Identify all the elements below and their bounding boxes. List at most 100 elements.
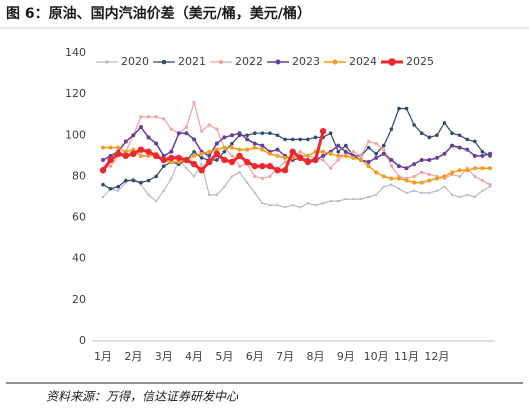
data-point — [419, 180, 424, 185]
data-point — [306, 201, 310, 205]
data-point — [374, 152, 378, 156]
data-point — [146, 135, 151, 140]
data-point — [208, 193, 211, 197]
data-point — [488, 166, 492, 171]
data-point — [260, 147, 265, 152]
data-point — [245, 133, 249, 138]
data-point — [230, 145, 234, 150]
data-point — [131, 147, 136, 152]
data-point — [107, 156, 114, 164]
data-point — [473, 195, 477, 199]
data-point — [252, 145, 257, 150]
x-tick-label: 7月 — [276, 350, 294, 363]
x-tick-label: 9月 — [337, 350, 355, 363]
data-point — [427, 135, 432, 140]
data-point — [122, 152, 129, 160]
data-point — [319, 127, 327, 135]
data-point — [298, 150, 302, 154]
data-point — [336, 158, 340, 162]
data-point — [230, 175, 234, 178]
data-point — [374, 141, 378, 146]
legend-label: 2023 — [292, 55, 320, 68]
data-point — [405, 191, 408, 195]
x-tick-label: 1月 — [94, 350, 112, 363]
data-point — [137, 146, 145, 153]
data-point — [215, 127, 219, 131]
data-point — [412, 180, 417, 185]
data-point — [458, 195, 461, 199]
data-point — [465, 137, 470, 142]
data-point — [412, 189, 416, 193]
legend-label: 2021 — [178, 55, 206, 68]
data-point — [473, 139, 477, 144]
data-point — [198, 167, 205, 174]
data-point — [367, 195, 370, 199]
legend-marker — [275, 59, 281, 65]
data-point — [223, 185, 226, 188]
data-point — [260, 131, 265, 136]
data-point — [419, 157, 424, 162]
data-point — [458, 174, 462, 179]
x-tick-label: 4月 — [185, 350, 203, 363]
data-point — [443, 185, 446, 188]
data-point — [267, 151, 272, 156]
data-point — [314, 204, 317, 207]
data-point — [283, 206, 287, 209]
data-point — [161, 153, 166, 158]
data-point — [427, 172, 431, 176]
data-point — [184, 131, 189, 136]
data-point — [268, 204, 272, 207]
data-point — [336, 149, 341, 154]
data-point — [199, 151, 204, 156]
y-tick-label: 20 — [72, 293, 86, 306]
data-point — [389, 176, 394, 181]
data-point — [283, 155, 288, 160]
source-note: 资料来源：万得，信达证券研发中心 — [46, 390, 239, 404]
data-point — [161, 164, 166, 168]
data-point — [101, 145, 105, 150]
data-point — [101, 157, 105, 162]
data-point — [146, 115, 151, 119]
data-point — [214, 141, 219, 146]
data-point — [276, 204, 279, 207]
legend-label: 2024 — [349, 55, 377, 68]
data-point — [313, 135, 318, 140]
data-point — [336, 143, 341, 148]
data-point — [419, 131, 424, 136]
data-point — [290, 137, 295, 142]
data-point — [321, 153, 326, 158]
data-point — [176, 160, 181, 165]
data-point — [450, 170, 455, 175]
data-point — [291, 204, 294, 207]
data-point — [206, 158, 213, 166]
data-point — [472, 166, 477, 171]
data-point — [396, 164, 401, 169]
data-point — [123, 178, 128, 183]
data-point — [245, 147, 250, 152]
series-line — [102, 107, 491, 190]
data-point — [154, 141, 159, 146]
data-point — [397, 106, 401, 111]
data-point — [252, 141, 257, 146]
data-point — [138, 153, 143, 158]
data-point — [344, 143, 348, 148]
data-point — [382, 185, 385, 188]
series-line — [102, 125, 491, 170]
data-point — [261, 201, 264, 205]
data-point — [312, 156, 319, 164]
x-tick-label: 5月 — [215, 350, 233, 363]
data-point — [329, 166, 333, 170]
y-tick-label: 140 — [65, 46, 86, 59]
data-point — [138, 125, 143, 130]
data-point — [366, 139, 371, 144]
data-point — [488, 151, 492, 156]
data-point — [381, 143, 386, 148]
data-point — [116, 189, 120, 193]
data-point — [169, 160, 174, 165]
data-point — [480, 149, 485, 154]
data-point — [190, 160, 198, 168]
legend-label: 2020 — [121, 55, 149, 68]
data-point — [435, 133, 439, 138]
data-point — [199, 156, 204, 160]
data-point — [108, 145, 113, 150]
